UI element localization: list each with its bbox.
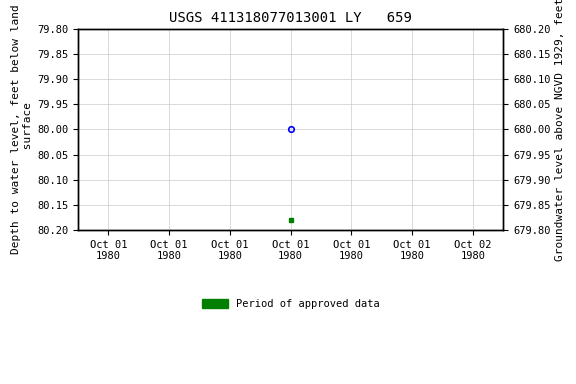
Title: USGS 411318077013001 LY   659: USGS 411318077013001 LY 659 — [169, 11, 412, 25]
Y-axis label: Groundwater level above NGVD 1929, feet: Groundwater level above NGVD 1929, feet — [555, 0, 564, 261]
Y-axis label: Depth to water level, feet below land
 surface: Depth to water level, feet below land su… — [12, 5, 33, 254]
Legend: Period of approved data: Period of approved data — [198, 295, 384, 313]
